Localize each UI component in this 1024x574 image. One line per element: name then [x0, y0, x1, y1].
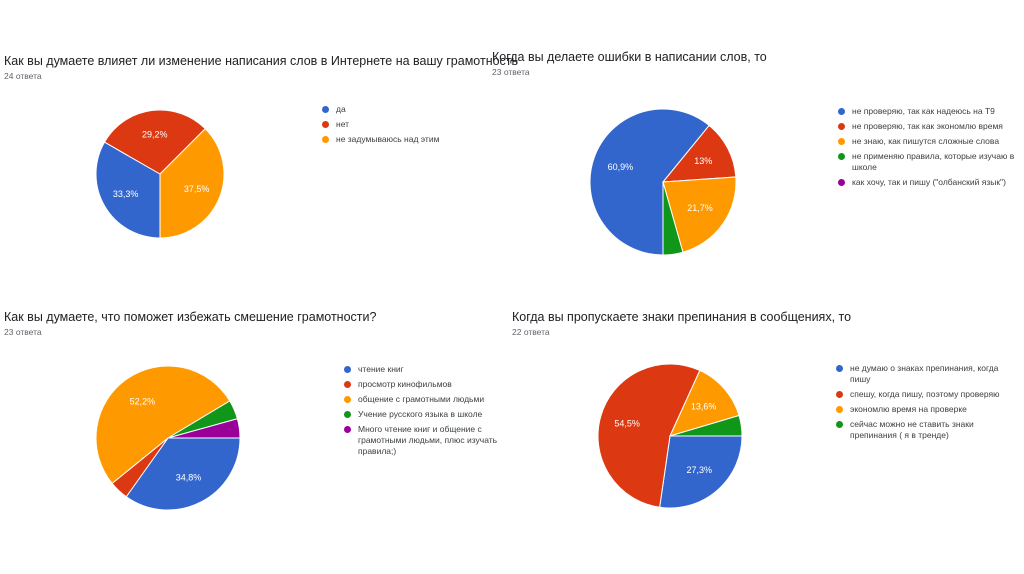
legend-swatch [322, 121, 329, 128]
legend-label: Много чтение книг и общение с грамотными… [358, 424, 498, 456]
slice-value-label: 13% [694, 156, 712, 166]
legend-item: спешу, когда пишу, поэтому проверяю [836, 389, 1012, 400]
response-count: 23 ответа [492, 67, 530, 77]
legend-label: как хочу, так и пишу ("олбанский язык") [852, 177, 1006, 187]
legend-swatch [838, 138, 845, 145]
legend-item: нет [322, 119, 482, 130]
legend-item: сейчас можно не ставить знаки препинания… [836, 419, 1012, 441]
legend-label: нет [336, 119, 350, 129]
chart-title: Когда вы пропускаете знаки препинания в … [512, 310, 852, 324]
slice-value-label: 33,3% [113, 189, 139, 199]
pie-slice [662, 176, 737, 253]
pie-slice [95, 141, 161, 239]
legend-item: просмотр кинофильмов [344, 379, 512, 390]
legend-swatch [344, 411, 351, 418]
pie-slice [167, 418, 241, 439]
slice-value-label: 60,9% [608, 162, 634, 172]
legend-swatch [322, 106, 329, 113]
pie-slice [103, 109, 206, 175]
pie-slice [659, 435, 743, 509]
legend-swatch [344, 426, 351, 433]
response-count: 24 ответа [4, 71, 42, 81]
legend-label: экономлю время на проверке [850, 404, 967, 414]
legend-swatch [344, 366, 351, 373]
legend-swatch [322, 136, 329, 143]
legend-item: Учение русского языка в школе [344, 409, 512, 420]
slice-value-label: 54,5% [614, 418, 640, 428]
legend-item: Много чтение книг и общение с грамотными… [344, 424, 512, 457]
legend-label: да [336, 104, 346, 114]
legend-label: сейчас можно не ставить знаки препинания… [850, 419, 974, 440]
legend-swatch [838, 108, 845, 115]
slice-value-label: 52,2% [130, 396, 156, 406]
legend-item: не задумываюсь над этим [322, 134, 482, 145]
legend-label: не думаю о знаках препинания, когда пишу [850, 363, 999, 384]
legend: да нет не задумываюсь над этим [322, 104, 482, 149]
legend-label: не проверяю, так как надеюсь на Т9 [852, 106, 995, 116]
slice-value-label: 29,2% [142, 130, 168, 140]
legend-swatch [836, 406, 843, 413]
legend: не думаю о знаках препинания, когда пишу… [836, 363, 1012, 445]
chart-title: Как вы думаете, что поможет избежать сме… [4, 310, 377, 324]
legend-label: общение с грамотными людьми [358, 394, 485, 404]
legend-swatch [838, 153, 845, 160]
slice-value-label: 34,8% [176, 473, 202, 483]
pie-slice [111, 437, 169, 498]
legend-item: экономлю время на проверке [836, 404, 1012, 415]
pie-slice [589, 108, 710, 256]
legend-label: спешу, когда пишу, поэтому проверяю [850, 389, 1000, 399]
legend-item: да [322, 104, 482, 115]
response-count: 22 ответа [512, 327, 550, 337]
pie-slice [669, 369, 740, 437]
legend-swatch [836, 421, 843, 428]
legend-label: просмотр кинофильмов [358, 379, 452, 389]
legend-label: чтение книг [358, 364, 404, 374]
legend-swatch [836, 365, 843, 372]
legend: чтение книг просмотр кинофильмов общение с… [344, 364, 512, 461]
legend-label: не применяю правила, которые изучаю в шк… [852, 151, 1015, 172]
legend-swatch [838, 123, 845, 130]
legend-swatch [344, 396, 351, 403]
pie-slice [669, 414, 743, 437]
legend-item: как хочу, так и пишу ("олбанский язык") [838, 177, 1018, 188]
legend-swatch [838, 179, 845, 186]
slice-value-label: 37,5% [184, 184, 210, 194]
pie-slice [167, 400, 238, 439]
legend-label: не проверяю, так как экономлю время [852, 121, 1003, 131]
legend-swatch [836, 391, 843, 398]
legend-item: не знаю, как пишутся сложные слова [838, 136, 1018, 147]
legend-item: чтение книг [344, 364, 512, 375]
chart-title: Как вы думаете влияет ли изменение напис… [4, 54, 519, 68]
legend-item: не применяю правила, которые изучаю в шк… [838, 151, 1018, 173]
pie-slice [95, 365, 231, 485]
pie-slice [662, 181, 684, 256]
slice-value-label: 21,7% [687, 203, 713, 213]
legend-item: не проверяю, так как надеюсь на Т9 [838, 106, 1018, 117]
legend-label: Учение русского языка в школе [358, 409, 483, 419]
pie-slice [661, 124, 737, 183]
legend-label: не знаю, как пишутся сложные слова [852, 136, 1000, 146]
slice-value-label: 13,6% [691, 402, 717, 412]
pie-slice [125, 437, 241, 511]
slice-value-label: 27,3% [686, 465, 712, 475]
pie-slice [597, 363, 701, 508]
legend: не проверяю, так как надеюсь на Т9 не про… [838, 106, 1018, 192]
legend-label: не задумываюсь над этим [336, 134, 440, 144]
legend-item: не проверяю, так как экономлю время [838, 121, 1018, 132]
response-count: 23 ответа [4, 327, 42, 337]
legend-item: не думаю о знаках препинания, когда пишу [836, 363, 1012, 385]
pie-slice [159, 128, 225, 239]
chart-title: Когда вы делаете ошибки в написании слов… [492, 50, 767, 64]
legend-swatch [344, 381, 351, 388]
legend-item: общение с грамотными людьми [344, 394, 512, 405]
